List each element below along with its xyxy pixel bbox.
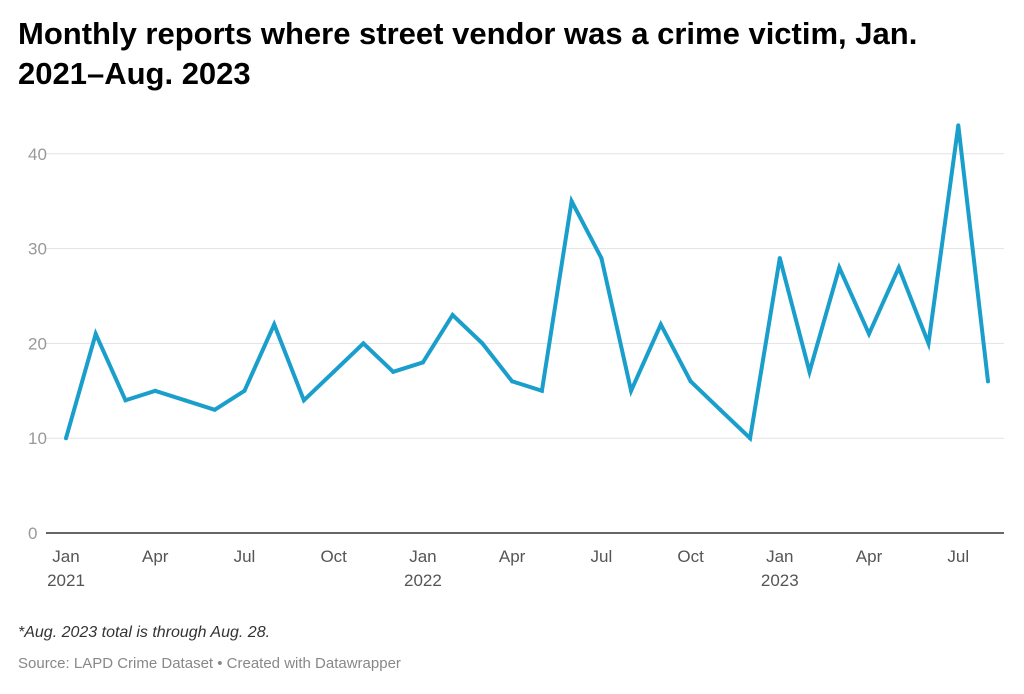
data-point (986, 379, 990, 384)
x-tick-label: Oct (677, 547, 704, 566)
x-axis-ticks: Jan 2021 Apr Jul Oct Jan 2022 Apr Jul Oct Jan 2023 A… (47, 547, 969, 590)
data-point (777, 256, 782, 261)
data-point (867, 331, 872, 336)
data-point (212, 407, 217, 412)
series-line-layer (64, 123, 990, 443)
data-point (480, 341, 485, 346)
data-point (926, 341, 931, 346)
data-point (272, 322, 277, 327)
data-point (658, 322, 663, 327)
y-tick-label: 0 (28, 524, 37, 543)
x-tick-label: Apr (142, 547, 169, 566)
data-point (510, 379, 515, 384)
data-point (420, 360, 425, 365)
data-point (539, 388, 544, 393)
data-point (331, 369, 336, 374)
series-line (64, 125, 990, 443)
data-point (93, 331, 98, 336)
y-axis-ticks: 0 10 20 30 40 (28, 145, 47, 543)
chart-title: Monthly reports where street vendor was … (18, 16, 918, 91)
x-tick-year-label: 2023 (761, 571, 799, 590)
data-point (599, 256, 604, 261)
data-point (64, 436, 68, 441)
footnote: *Aug. 2023 total is through Aug. 28. (18, 624, 271, 641)
y-tick-label: 10 (28, 429, 47, 448)
data-point (956, 123, 961, 128)
data-point (688, 379, 693, 384)
x-tick-label: Jul (590, 547, 612, 566)
x-tick-label: Jan (52, 547, 79, 566)
data-point (718, 407, 723, 412)
data-point (153, 388, 158, 393)
x-tick-label: Apr (856, 547, 883, 566)
x-tick-label: Jul (947, 547, 969, 566)
data-point (748, 436, 753, 441)
x-tick-label: Jan (766, 547, 793, 566)
y-tick-label: 30 (28, 240, 47, 259)
data-point (807, 369, 812, 374)
data-point (361, 341, 366, 346)
data-point (837, 265, 842, 270)
y-tick-label: 20 (28, 334, 47, 353)
data-point (242, 388, 247, 393)
y-tick-label: 40 (28, 145, 47, 164)
x-tick-label: Apr (499, 547, 526, 566)
data-point (182, 398, 187, 403)
x-tick-label: Oct (320, 547, 347, 566)
source-credit: Source: LAPD Crime Dataset • Created wit… (18, 655, 401, 672)
x-tick-year-label: 2021 (47, 571, 85, 590)
data-point (301, 398, 306, 403)
data-point (896, 265, 901, 270)
data-point (629, 388, 634, 393)
data-point (123, 398, 128, 403)
data-point (450, 312, 455, 317)
grid-layer (46, 153, 1004, 534)
data-point (391, 369, 396, 374)
data-point (569, 199, 574, 204)
x-tick-label: Jul (234, 547, 256, 566)
x-tick-label: Jan (409, 547, 436, 566)
x-tick-year-label: 2022 (404, 571, 442, 590)
